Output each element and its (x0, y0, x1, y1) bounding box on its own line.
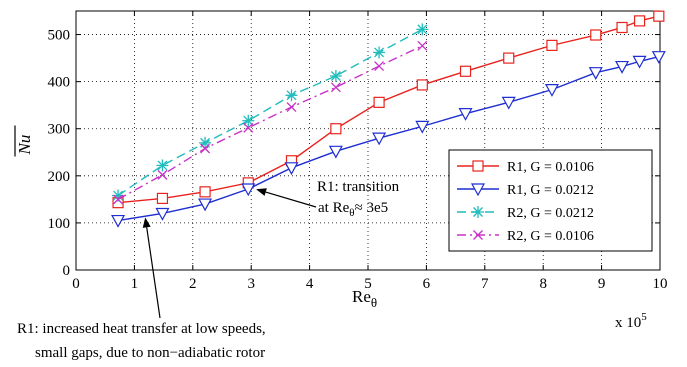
y-tick-label: 200 (48, 169, 71, 185)
y-tick-label: 100 (48, 216, 71, 232)
y-tick-label: 300 (48, 122, 71, 138)
data-point (156, 192, 169, 205)
annotation-low-speed-line2: small gaps, due to non−adiabatic rotor (35, 345, 265, 361)
legend-label: R1, G = 0.0106 (507, 160, 594, 175)
data-point (653, 10, 665, 22)
data-point (458, 108, 473, 121)
data-point (374, 61, 385, 72)
x-tick-label: 4 (306, 276, 314, 292)
x-tick-label: 9 (598, 276, 606, 292)
y-tick-label: 400 (48, 75, 71, 91)
x-axis-multiplier: x 105 (615, 311, 647, 331)
series-4 (113, 40, 428, 205)
data-point (503, 52, 515, 64)
x-tick-label: 10 (653, 276, 668, 292)
annotation-low-speed-line1: R1: increased heat transfer at low speed… (17, 321, 266, 337)
legend: R1, G = 0.0106 R1, G = 0.0212 R2, G = 0.02… (448, 149, 653, 252)
series-3 (112, 23, 429, 202)
series-line (117, 45, 423, 200)
legend-label: R1, G = 0.0212 (507, 183, 594, 198)
data-point (111, 214, 126, 228)
data-point (156, 159, 169, 172)
y-tick-label: 500 (48, 28, 71, 44)
data-point (546, 39, 558, 51)
data-point (416, 79, 428, 91)
data-point (373, 96, 385, 108)
data-point (372, 132, 387, 146)
series-2 (111, 51, 666, 228)
annotation-low-speed-arrowhead (142, 217, 151, 228)
legend-item: R2, G = 0.0106 (457, 229, 594, 244)
x-tick-label: 0 (72, 276, 80, 292)
x-tick-label: 8 (539, 276, 547, 292)
x-tick-label: 2 (189, 276, 197, 292)
data-point (616, 21, 628, 34)
annotation-transition-arrow (265, 191, 317, 208)
data-point (416, 23, 429, 36)
series-1 (112, 10, 665, 209)
data-point (328, 145, 343, 159)
annotation-low-speed: R1: increased heat transfer at low speed… (17, 217, 266, 361)
data-point (242, 114, 255, 127)
data-point (615, 60, 630, 74)
data-point (200, 143, 211, 154)
data-point (417, 40, 428, 51)
data-point (199, 186, 211, 198)
data-point (459, 65, 472, 77)
data-point (373, 46, 386, 59)
annotation-transition-arrowhead (256, 188, 267, 196)
legend-swatch-marker (473, 230, 483, 240)
data-point (155, 207, 170, 221)
annotation-transition-line1: R1: transition (317, 179, 400, 195)
annotation-transition: R1: transition at Reθ≈ 3e5 (256, 179, 400, 219)
x-tick-label: 7 (481, 276, 489, 292)
legend-label: R2, G = 0.0212 (507, 206, 594, 221)
data-point (588, 67, 603, 80)
legend-label: R2, G = 0.0106 (507, 229, 594, 244)
data-point (632, 55, 647, 69)
legend-swatch-marker (472, 160, 484, 172)
data-point (544, 84, 559, 97)
data-point (501, 96, 516, 110)
legend-item: R1, G = 0.0106 (457, 160, 594, 175)
series-layer (111, 10, 666, 228)
data-point (157, 169, 168, 180)
x-tick-label: 5 (364, 276, 372, 292)
legend-swatch-marker (472, 206, 484, 218)
data-point (590, 29, 602, 41)
data-point (651, 51, 666, 64)
data-point (243, 122, 254, 133)
data-point (330, 82, 341, 93)
x-tick-label: 3 (247, 276, 255, 292)
x-tick-label: 6 (423, 276, 431, 292)
legend-swatch-marker (470, 183, 486, 197)
series-line (117, 28, 423, 197)
data-point (198, 198, 213, 212)
annotation-low-speed-arrow (146, 227, 161, 319)
data-point (199, 136, 212, 149)
data-point (329, 69, 342, 82)
y-tick-label: 0 (63, 263, 71, 279)
data-point (633, 15, 646, 27)
data-point (330, 123, 342, 135)
data-point (284, 162, 299, 176)
data-point (113, 194, 124, 205)
data-point (241, 183, 256, 197)
data-point (285, 89, 298, 102)
annotation-transition-line2: at Reθ≈ 3e5 (318, 200, 388, 219)
x-axis-label: Reθ (352, 287, 377, 310)
legend-item: R1, G = 0.0212 (457, 183, 594, 198)
y-axis-label: Nu (15, 135, 34, 156)
legend-item: R2, G = 0.0212 (457, 206, 594, 221)
x-tick-label: 1 (131, 276, 139, 292)
grid-lines (76, 11, 660, 270)
data-point (415, 120, 430, 134)
data-point (286, 102, 297, 113)
